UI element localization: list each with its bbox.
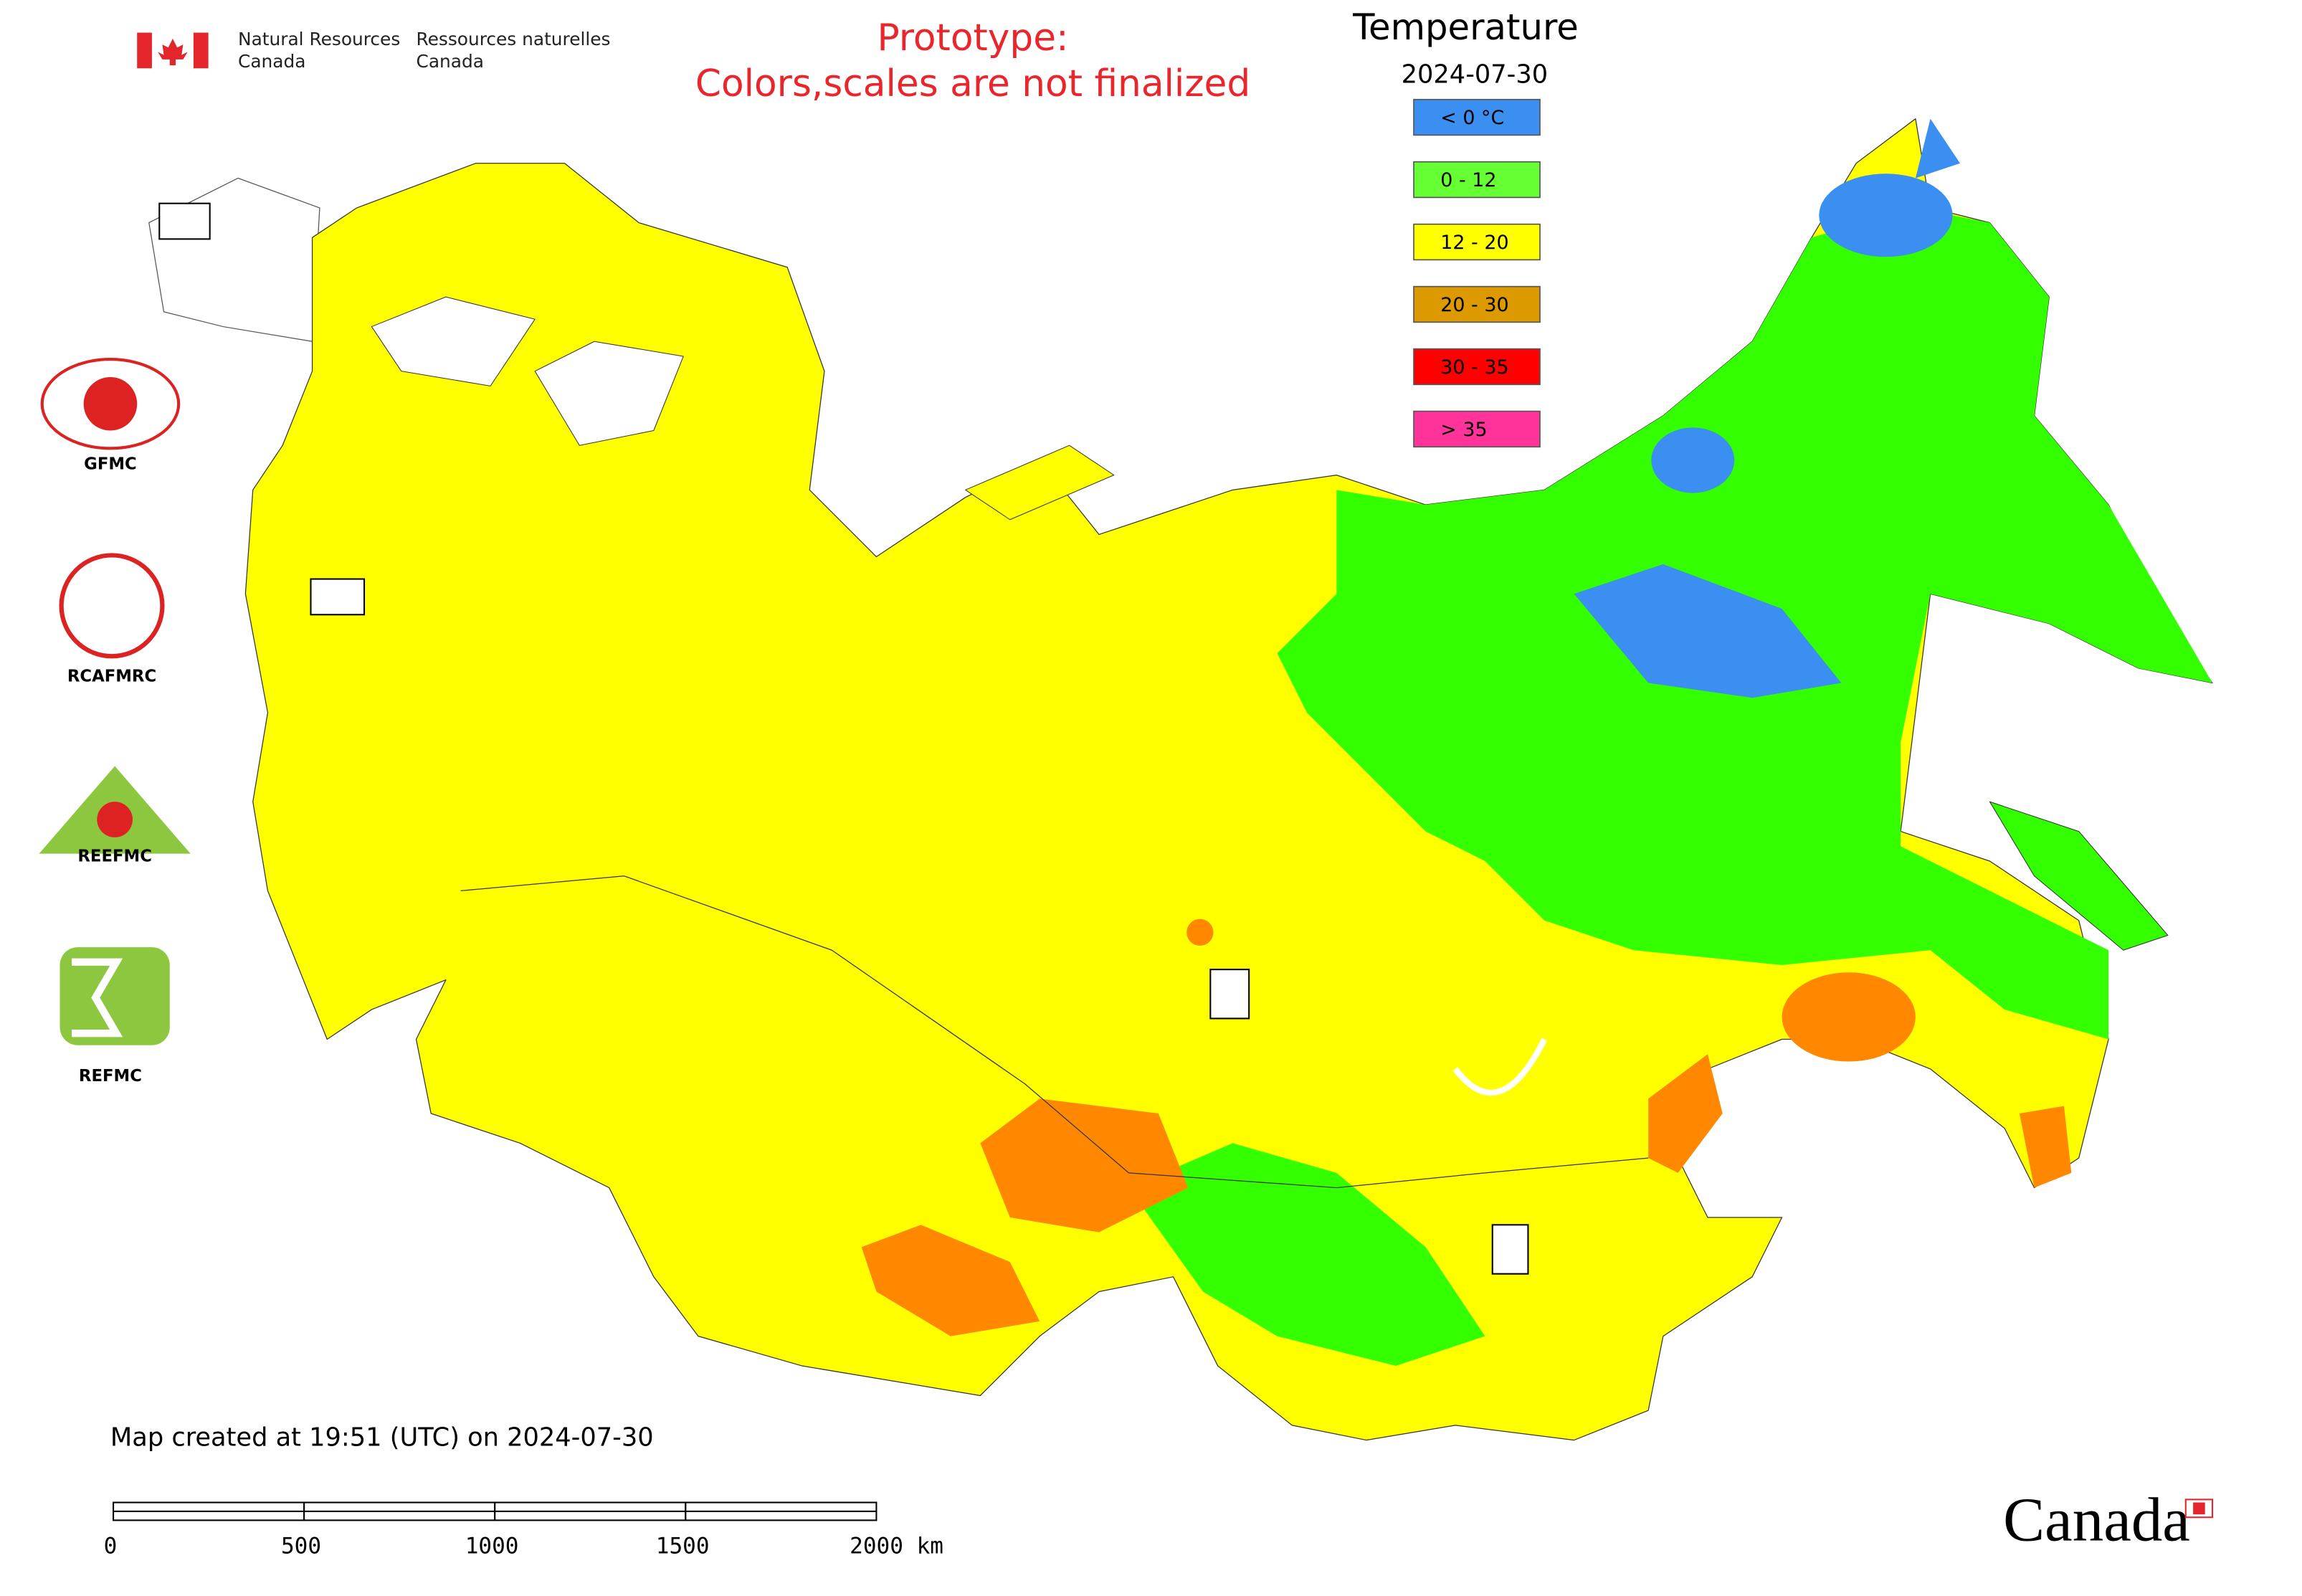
zone-blue	[1915, 118, 1961, 179]
legend-swatch	[1413, 410, 1541, 448]
border	[460, 875, 1649, 1189]
scale-bar: 0 500 1000 1500 2000 km	[104, 1501, 943, 1559]
agency-fr: Canada	[417, 51, 484, 72]
legend-swatch	[1413, 348, 1541, 386]
map-icon	[1209, 969, 1250, 1020]
logo-label: RCAFMRC	[67, 668, 156, 686]
legend-label: 20 - 30	[1440, 294, 1508, 316]
zone-blue	[1574, 564, 1842, 698]
logo-gfmc	[83, 376, 138, 431]
zone-green	[1128, 1143, 1485, 1367]
logo-reefmc	[97, 802, 133, 837]
legend-date: 2024-07-30	[1402, 60, 1549, 90]
map-icon	[1491, 1224, 1529, 1275]
legend-title: Temperature	[1352, 6, 1579, 48]
baikal	[1452, 1037, 1547, 1096]
logo-label: REEFMC	[77, 847, 152, 865]
zone-orange	[861, 1225, 1040, 1336]
legend-label: 30 - 35	[1440, 356, 1508, 379]
scale-label: 2000 km	[850, 1534, 943, 1559]
header: Natural Resources Canada Ressources natu…	[137, 16, 1250, 105]
scale-label: 1500	[656, 1534, 710, 1559]
zone-orange	[1782, 972, 1916, 1062]
logo-refmc	[60, 947, 170, 1045]
scale-label: 0	[104, 1534, 118, 1559]
lake	[371, 296, 536, 386]
zone-blue	[1819, 174, 1953, 257]
notice: Prototype:	[877, 16, 1068, 60]
map-icon	[158, 202, 211, 240]
legend-label: > 35	[1440, 419, 1487, 441]
legend-swatch	[1413, 285, 1541, 323]
agency-en: Natural Resources	[238, 29, 400, 49]
logo-label: GFMC	[84, 455, 137, 474]
zone-orange	[1186, 918, 1214, 946]
legend-label: 12 - 20	[1440, 232, 1508, 254]
legend-label: 0 - 12	[1440, 169, 1496, 191]
logo-gfmc	[40, 358, 181, 450]
zone-blue	[1651, 427, 1735, 493]
legend-swatch	[1413, 223, 1541, 261]
created-note: Map created at 19:51 (UTC) on 2024-07-30	[110, 1423, 654, 1453]
map-icon	[310, 578, 366, 616]
zone-orange	[2019, 1106, 2072, 1188]
scale-label: 1000	[465, 1534, 519, 1559]
agency-fr: Ressources naturelles	[417, 29, 611, 49]
white-sea	[534, 341, 684, 446]
maple-leaf	[158, 38, 188, 66]
canada-wordmark: Canada	[2003, 1486, 2190, 1554]
legend-swatch	[1413, 161, 1541, 199]
legend-label: < 0 °C	[1440, 107, 1504, 129]
notice: Colors,scales are not finalized	[695, 62, 1250, 105]
flag-bar	[193, 32, 209, 69]
sakhalin	[1989, 801, 2169, 951]
wordmark-flag	[2193, 1502, 2205, 1515]
island	[965, 445, 1115, 521]
map	[148, 118, 2213, 1441]
legend-swatch	[1413, 98, 1541, 136]
logo-rcafmrc	[59, 553, 165, 659]
legend: Temperature 2024-07-30 < 0 °C 0 - 12 12 - …	[1352, 6, 1579, 448]
logo-label: REFMC	[79, 1067, 142, 1086]
agency-en: Canada	[238, 51, 305, 72]
zone-orange	[980, 1098, 1189, 1232]
zone-orange	[1648, 1054, 1723, 1173]
scale-label: 500	[281, 1534, 321, 1559]
logo-refmc	[72, 958, 123, 1037]
flag-bar	[137, 32, 152, 69]
logos: GFMC RCAFMRC REEFMC REFMC	[39, 358, 191, 1086]
